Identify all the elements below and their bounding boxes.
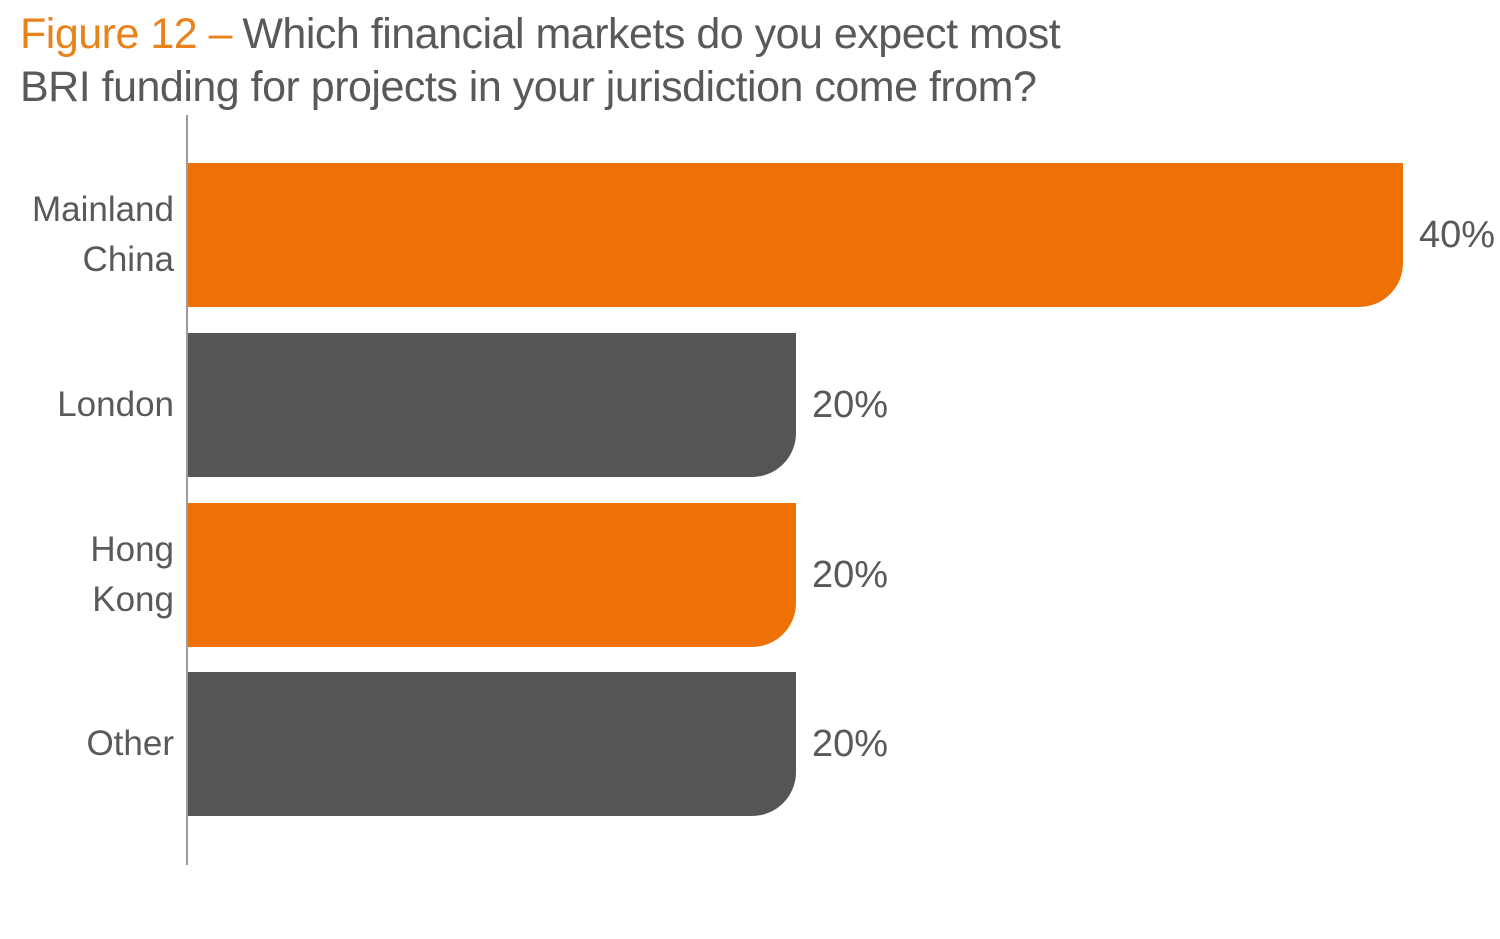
bar-row-mainland-china: Mainland China 40% <box>0 163 1495 307</box>
chart-title-line2: BRI funding for projects in your jurisdi… <box>20 63 1037 111</box>
bar-hong-kong <box>188 503 796 647</box>
category-label-hong-kong: Hong Kong <box>90 530 174 619</box>
bar-row-hong-kong: Hong Kong 20% <box>0 503 888 647</box>
chart-title-line1: Which financial markets do you expect mo… <box>242 10 1061 58</box>
category-label-london: London <box>57 385 174 424</box>
category-label-other: Other <box>86 724 174 763</box>
y-axis-line <box>186 115 188 865</box>
figure-number-label: Figure 12 – <box>20 10 233 58</box>
value-label-hong-kong: 20% <box>812 553 889 596</box>
bar-row-other: Other 20% <box>0 672 888 816</box>
bar-other <box>188 672 796 816</box>
bar-row-london: London 20% <box>0 333 888 477</box>
bar-mainland-china <box>188 163 1403 307</box>
value-label-london: 20% <box>812 383 889 426</box>
chart-title: Figure 12 – Which financial markets do yo… <box>20 8 1061 114</box>
bar-london <box>188 333 796 477</box>
category-label-mainland-china: Mainland China <box>31 190 174 279</box>
value-label-other: 20% <box>812 722 889 765</box>
value-label-mainland-china: 40% <box>1419 213 1496 256</box>
